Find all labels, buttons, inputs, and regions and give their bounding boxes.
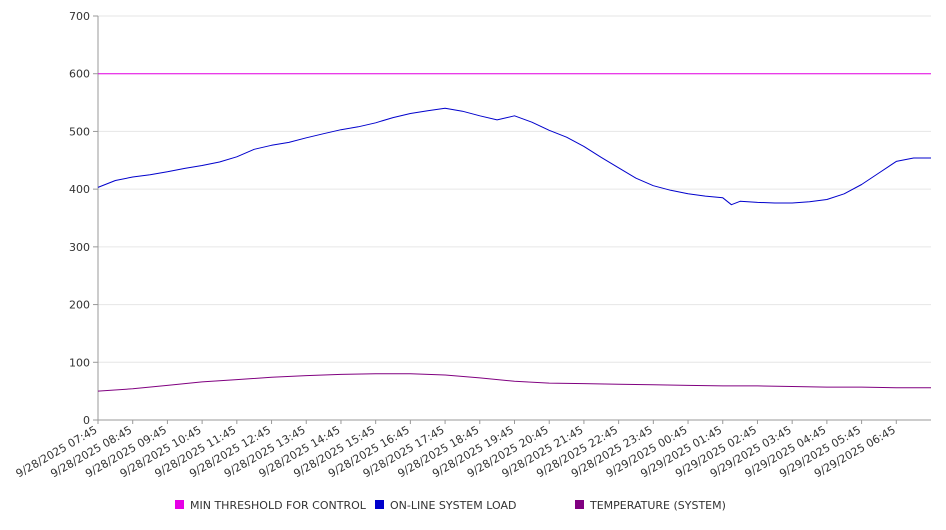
y-tick-label: 100 [69,356,90,369]
y-tick-label: 700 [69,10,90,23]
series-line-3 [97,373,931,392]
y-tick-label: 600 [69,68,90,81]
y-tick-label: 500 [69,125,90,138]
series-line-2 [97,107,931,206]
y-tick-label: 0 [83,414,90,427]
y-tick-label: 400 [69,183,90,196]
legend-swatch-3 [575,500,584,509]
legend-swatch-1 [175,500,184,509]
series-lines [97,73,931,392]
y-tick-label: 300 [69,241,90,254]
legend-label-3: TEMPERATURE (SYSTEM) [589,499,726,512]
legend-label-1: MIN THRESHOLD FOR CONTROL [190,499,367,512]
gridlines [98,15,931,363]
legend-label-2: ON-LINE SYSTEM LOAD [390,499,516,512]
legend: MIN THRESHOLD FOR CONTROL ON-LINE SYSTEM … [175,499,726,512]
y-tick-label: 200 [69,299,90,312]
legend-swatch-2 [375,500,384,509]
